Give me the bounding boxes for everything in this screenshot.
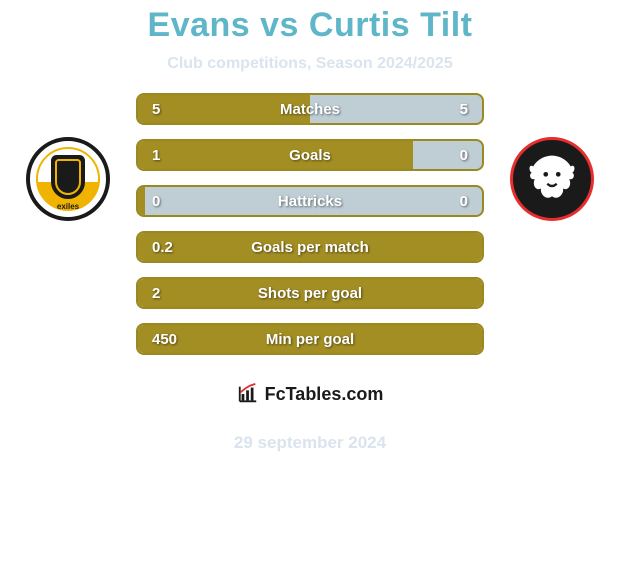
stat-bar: 0.2 Goals per match <box>136 231 484 263</box>
comparison-card: Evans vs Curtis Tilt Club competitions, … <box>0 0 620 580</box>
stat-bars: 5 Matches 5 1 Goals 0 0 Hattricks 0 0.2 Goals per … <box>136 93 484 355</box>
page-subtitle: Club competitions, Season 2024/2025 <box>167 55 452 73</box>
stat-label: Goals per match <box>251 239 369 256</box>
watermark-text: FcTables.com <box>265 384 384 405</box>
stat-bar: 5 Matches 5 <box>136 93 484 125</box>
stat-right-value: 0 <box>460 147 468 164</box>
left-column: exiles <box>18 93 118 221</box>
right-flag-icon <box>502 93 602 113</box>
stat-label: Matches <box>280 101 340 118</box>
left-club-badge-icon: exiles <box>26 137 110 221</box>
stat-right-value: 0 <box>460 193 468 210</box>
stat-label: Goals <box>289 147 331 164</box>
chart-icon <box>237 383 259 405</box>
right-club-badge-icon <box>510 137 594 221</box>
stat-left-value: 5 <box>152 101 160 118</box>
stat-bar: 2 Shots per goal <box>136 277 484 309</box>
stat-bar: 0 Hattricks 0 <box>136 185 484 217</box>
stat-bar-fill-left <box>138 141 413 169</box>
stat-bar: 1 Goals 0 <box>136 139 484 171</box>
right-column <box>502 93 602 221</box>
stat-left-value: 0.2 <box>152 239 173 256</box>
stat-label: Shots per goal <box>258 285 362 302</box>
badge-text: exiles <box>57 202 79 211</box>
stat-left-value: 2 <box>152 285 160 302</box>
stat-bar: 450 Min per goal <box>136 323 484 355</box>
page-title: Evans vs Curtis Tilt <box>148 6 473 45</box>
stat-left-value: 450 <box>152 331 177 348</box>
stat-left-value: 0 <box>152 193 160 210</box>
watermark: FcTables.com <box>202 369 418 419</box>
stat-right-value: 5 <box>460 101 468 118</box>
date-text: 29 september 2024 <box>234 433 386 453</box>
left-flag-icon <box>18 93 118 113</box>
stat-bar-fill-left <box>138 187 145 215</box>
main-row: exiles 5 Matches 5 1 Goals 0 0 Hattricks 0 0.2 Goa… <box>18 93 602 355</box>
stat-label: Min per goal <box>266 331 354 348</box>
stat-left-value: 1 <box>152 147 160 164</box>
stat-bar-fill-right <box>413 141 482 169</box>
badge-shield-icon <box>51 155 85 199</box>
stat-label: Hattricks <box>278 193 342 210</box>
lion-head-icon <box>513 137 591 221</box>
